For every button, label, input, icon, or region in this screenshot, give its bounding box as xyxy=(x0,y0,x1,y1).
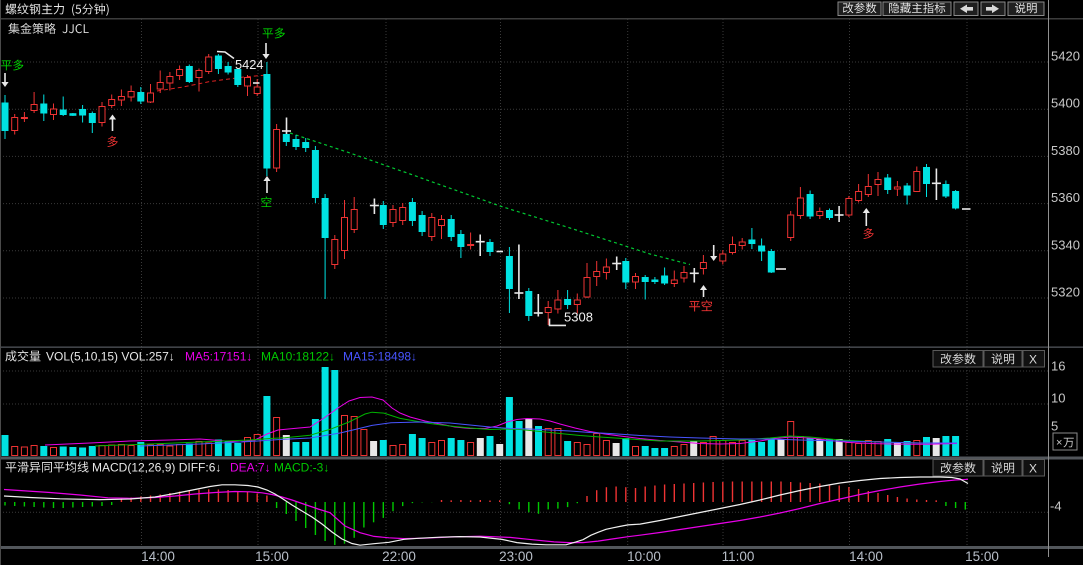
svg-text:×: × xyxy=(1056,437,1062,449)
svg-text:5380: 5380 xyxy=(1051,143,1080,158)
svg-text:MACD(12,26,9) DIFF:6↓: MACD(12,26,9) DIFF:6↓ xyxy=(92,461,221,475)
svg-text:10:00: 10:00 xyxy=(627,549,661,564)
svg-text:DEA:7↓: DEA:7↓ xyxy=(230,461,271,475)
svg-text:14:00: 14:00 xyxy=(141,549,175,564)
svg-text:15:00: 15:00 xyxy=(255,549,289,564)
svg-text:5320: 5320 xyxy=(1051,285,1080,300)
svg-text:MACD:-3↓: MACD:-3↓ xyxy=(274,461,329,475)
svg-text:-4: -4 xyxy=(1050,499,1062,514)
svg-text:10: 10 xyxy=(1051,391,1065,406)
svg-text:MA5:17151↓: MA5:17151↓ xyxy=(185,350,252,364)
svg-text:5308: 5308 xyxy=(564,310,593,325)
svg-text:5340: 5340 xyxy=(1051,237,1080,252)
svg-text:22:00: 22:00 xyxy=(382,549,416,564)
svg-text:MA15:18498↓: MA15:18498↓ xyxy=(343,350,417,364)
svg-text:5360: 5360 xyxy=(1051,190,1080,205)
svg-text:23:00: 23:00 xyxy=(499,549,533,564)
svg-text:14:00: 14:00 xyxy=(849,549,883,564)
svg-text:MA10:18122↓: MA10:18122↓ xyxy=(261,350,335,364)
svg-text:X: X xyxy=(1029,352,1037,366)
svg-text:11:00: 11:00 xyxy=(722,549,755,564)
svg-text:VOL(5,10,15) VOL:257↓: VOL(5,10,15) VOL:257↓ xyxy=(46,350,175,364)
svg-text:15:00: 15:00 xyxy=(965,549,999,564)
svg-text:X: X xyxy=(1029,461,1037,475)
svg-text:5400: 5400 xyxy=(1051,96,1080,111)
svg-text:5: 5 xyxy=(1051,419,1058,434)
svg-text:5420: 5420 xyxy=(1051,49,1080,64)
svg-text:5424: 5424 xyxy=(235,57,263,72)
svg-text:16: 16 xyxy=(1051,359,1065,374)
